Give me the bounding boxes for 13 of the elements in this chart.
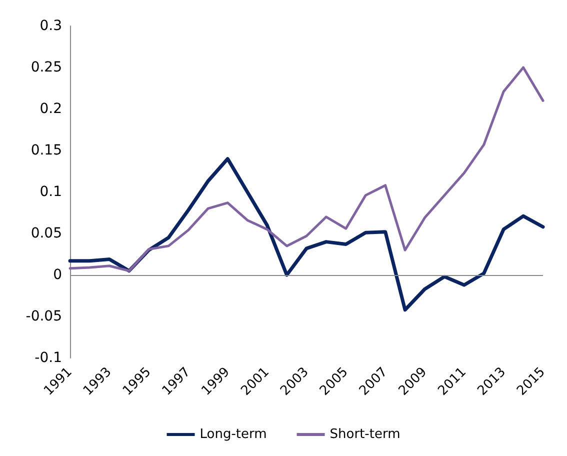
- y-tick-label: 0.25: [30, 60, 62, 76]
- y-tick-label: 0.1: [40, 184, 62, 200]
- y-tick-label: 0.3: [40, 18, 62, 34]
- y-tick-label: 0.2: [40, 101, 62, 117]
- legend-label: Long-term: [200, 427, 267, 442]
- y-tick-label: 0: [53, 267, 62, 283]
- y-tick-label: 0.05: [30, 226, 62, 242]
- y-tick-label: 0.15: [30, 142, 62, 158]
- y-tick-label: -0.1: [34, 350, 62, 366]
- line-series: [68, 157, 545, 312]
- y-tick-label: -0.05: [26, 308, 62, 324]
- legend-label: Short-term: [330, 427, 400, 442]
- line-series: [68, 66, 544, 272]
